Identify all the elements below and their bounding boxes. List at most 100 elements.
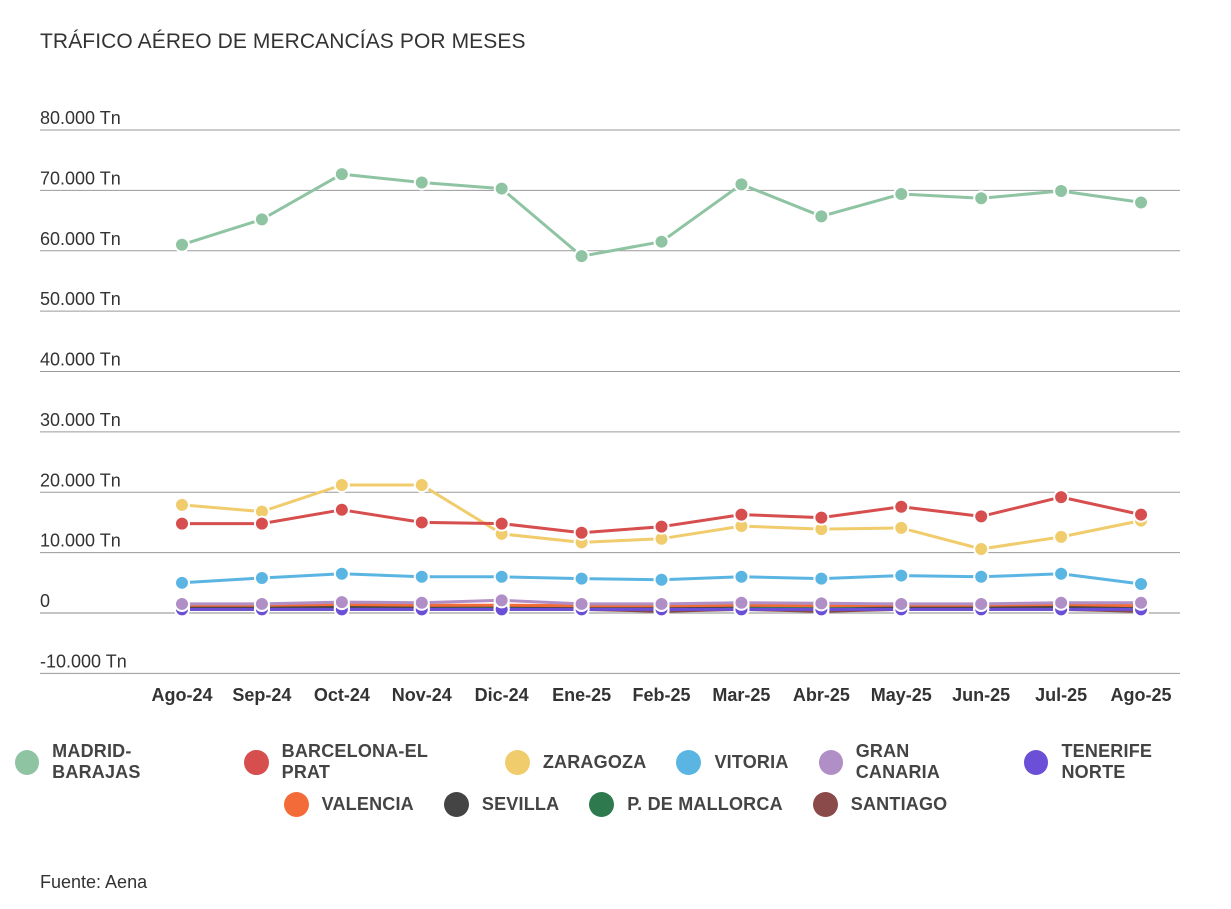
data-point[interactable] — [253, 569, 270, 586]
legend-swatch — [812, 792, 838, 817]
legend-item[interactable]: VALENCIA — [283, 792, 414, 817]
data-point[interactable] — [413, 477, 430, 494]
data-point[interactable] — [653, 518, 670, 535]
legend-item[interactable]: BARCELONA-EL PRAT — [244, 741, 474, 783]
data-point[interactable] — [333, 594, 350, 611]
data-point[interactable] — [1053, 528, 1070, 545]
x-tick-label: Ene-25 — [552, 685, 611, 705]
data-point[interactable] — [573, 570, 590, 587]
y-tick-label: 70.000 Tn — [40, 168, 121, 188]
data-point[interactable] — [893, 185, 910, 202]
x-tick-label: Abr-25 — [793, 685, 850, 705]
legend-item[interactable]: P. DE MALLORCA — [589, 792, 783, 817]
legend-swatch — [443, 792, 469, 817]
data-point[interactable] — [413, 174, 430, 191]
data-point[interactable] — [413, 594, 430, 611]
x-tick-label: Ago-25 — [1111, 685, 1172, 705]
data-point[interactable] — [813, 570, 830, 587]
data-point[interactable] — [413, 514, 430, 531]
data-point[interactable] — [1133, 194, 1150, 211]
data-point[interactable] — [1133, 506, 1150, 523]
data-point[interactable] — [733, 594, 750, 611]
data-point[interactable] — [893, 595, 910, 612]
data-point[interactable] — [973, 595, 990, 612]
source-note: Fuente: Aena — [40, 872, 148, 892]
data-point[interactable] — [1133, 594, 1150, 611]
data-point[interactable] — [893, 519, 910, 536]
legend-item[interactable]: TENERIFE NORTE — [1024, 741, 1216, 783]
legend-swatch — [15, 749, 40, 775]
data-point[interactable] — [333, 565, 350, 582]
data-point[interactable] — [333, 166, 350, 183]
data-point[interactable] — [973, 190, 990, 207]
legend-row-2: VALENCIA SEVILLA P. DE MALLORCA SANTIAGO — [0, 792, 1231, 817]
legend-swatch — [818, 749, 843, 775]
data-point[interactable] — [573, 524, 590, 541]
data-point[interactable] — [253, 595, 270, 612]
data-point[interactable] — [653, 571, 670, 588]
legend-label: GRAN CANARIA — [855, 741, 941, 782]
x-tick-label: Dic-24 — [475, 685, 529, 705]
legend-swatch — [676, 749, 702, 775]
legend-item[interactable]: SANTIAGO — [812, 792, 948, 817]
data-point[interactable] — [493, 568, 510, 585]
data-point[interactable] — [493, 180, 510, 197]
data-point[interactable] — [653, 595, 670, 612]
data-point[interactable] — [973, 541, 990, 558]
data-point[interactable] — [333, 477, 350, 494]
y-tick-label: 40.000 Tn — [40, 350, 121, 370]
legend-item[interactable]: MADRID-BARAJAS — [15, 741, 214, 783]
x-tick-label: Mar-25 — [712, 685, 770, 705]
legend-swatch — [589, 792, 615, 817]
data-point[interactable] — [174, 595, 190, 612]
data-point[interactable] — [573, 248, 590, 265]
data-point[interactable] — [174, 574, 190, 591]
legend-label: BARCELONA-EL PRAT — [281, 741, 428, 782]
data-point[interactable] — [733, 506, 750, 523]
x-tick-label: Jun-25 — [952, 685, 1010, 705]
legend-swatch — [1024, 749, 1049, 775]
data-point[interactable] — [973, 568, 990, 585]
x-tick-label: Jul-25 — [1035, 685, 1087, 705]
data-point[interactable] — [253, 211, 270, 228]
y-tick-label: 20.000 Tn — [40, 470, 121, 490]
data-point[interactable] — [1053, 182, 1070, 199]
data-point[interactable] — [813, 509, 830, 526]
legend-item[interactable]: VITORIA — [676, 749, 788, 775]
data-point[interactable] — [1053, 594, 1070, 611]
data-point[interactable] — [174, 515, 190, 532]
data-point[interactable] — [813, 208, 830, 225]
data-point[interactable] — [653, 233, 670, 250]
data-point[interactable] — [1053, 489, 1070, 506]
x-tick-label: Feb-25 — [633, 685, 691, 705]
data-point[interactable] — [333, 501, 350, 518]
data-point[interactable] — [413, 568, 430, 585]
legend-label: MADRID-BARAJAS — [52, 741, 141, 782]
data-point[interactable] — [893, 567, 910, 584]
data-point[interactable] — [733, 568, 750, 585]
legend-label: VALENCIA — [321, 794, 414, 814]
y-tick-label: -10.000 Tn — [40, 651, 127, 671]
data-point[interactable] — [573, 595, 590, 612]
data-point[interactable] — [733, 176, 750, 193]
data-point[interactable] — [973, 508, 990, 525]
line-chart: 80.000 Tn 70.000 Tn 60.000 Tn 50.000 Tn 40.0… — [40, 108, 1180, 705]
data-point[interactable] — [493, 515, 510, 532]
data-point[interactable] — [1133, 576, 1150, 593]
data-point[interactable] — [493, 592, 510, 609]
data-point[interactable] — [253, 515, 270, 532]
legend-row-1: MADRID-BARAJAS BARCELONA-EL PRAT ZARAGOZA V… — [0, 741, 1231, 783]
x-tick-label: May-25 — [871, 685, 932, 705]
legend-item[interactable]: SEVILLA — [443, 792, 559, 817]
data-point[interactable] — [174, 496, 190, 513]
gridlines — [40, 129, 1180, 674]
data-point[interactable] — [174, 236, 190, 253]
y-tick-label: 0 — [40, 591, 50, 611]
data-point[interactable] — [1053, 565, 1070, 582]
data-point[interactable] — [893, 498, 910, 515]
legend-item[interactable]: ZARAGOZA — [504, 749, 647, 775]
y-axis-ticks: 80.000 Tn 70.000 Tn 60.000 Tn 50.000 Tn 40.0… — [40, 108, 127, 671]
legend-item[interactable]: GRAN CANARIA — [818, 741, 995, 783]
data-point[interactable] — [813, 595, 830, 612]
series-points — [174, 166, 1150, 620]
